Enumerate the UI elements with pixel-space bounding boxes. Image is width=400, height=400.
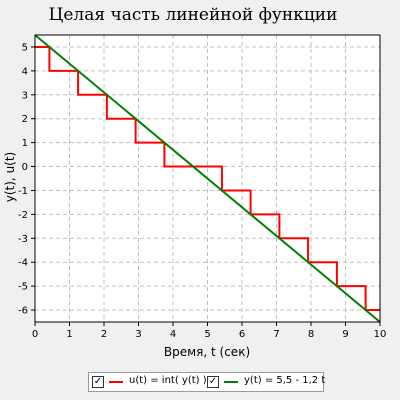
- series-1-checkbox[interactable]: ✓: [92, 376, 104, 388]
- x-tick-label: 0: [32, 329, 38, 340]
- series-2-line: [34, 34, 381, 323]
- y-tick-label: 2: [22, 114, 28, 125]
- y-tick-label: 4: [22, 66, 28, 77]
- series-1-line: [35, 46, 380, 311]
- x-tick-label: 5: [204, 329, 210, 340]
- y-tick-label: -3: [18, 234, 28, 245]
- x-tick-label: 9: [342, 329, 348, 340]
- y-tick-label: 1: [22, 138, 28, 149]
- x-tick-label: 2: [101, 329, 107, 340]
- x-tick-label: 4: [170, 329, 176, 340]
- y-tick-label: 5: [22, 42, 28, 53]
- series-1-swatch: [109, 381, 123, 383]
- y-tick-label: -5: [18, 282, 28, 293]
- series-2-legend-label: y(t) = 5,5 - 1,2 t: [244, 375, 326, 386]
- x-tick-label: 6: [239, 329, 245, 340]
- x-axis-label: Время, t (сек): [164, 345, 250, 359]
- y-tick-label: -4: [18, 258, 28, 269]
- series-2-swatch: [224, 381, 238, 383]
- y-tick-label: -2: [18, 210, 28, 221]
- y-tick-label: -6: [18, 306, 28, 317]
- y-tick-label: 0: [22, 162, 28, 173]
- y-tick-label: 3: [22, 90, 28, 101]
- chart-title: Целая часть линейной функции: [49, 5, 338, 25]
- y-tick-label: -1: [18, 186, 28, 197]
- x-tick-label: 10: [374, 329, 387, 340]
- legend: ✓ u(t) = int( y(t) ) ✓ y(t) = 5,5 - 1,2 …: [88, 372, 326, 392]
- x-tick-label: 7: [273, 329, 279, 340]
- x-tick-label: 1: [66, 329, 72, 340]
- x-tick-label: 8: [308, 329, 314, 340]
- y-axis-label: y(t), u(t): [3, 152, 17, 202]
- series-1-legend-label: u(t) = int( y(t) ): [129, 375, 207, 386]
- series-2-checkbox[interactable]: ✓: [207, 376, 219, 388]
- x-tick-label: 3: [135, 329, 141, 340]
